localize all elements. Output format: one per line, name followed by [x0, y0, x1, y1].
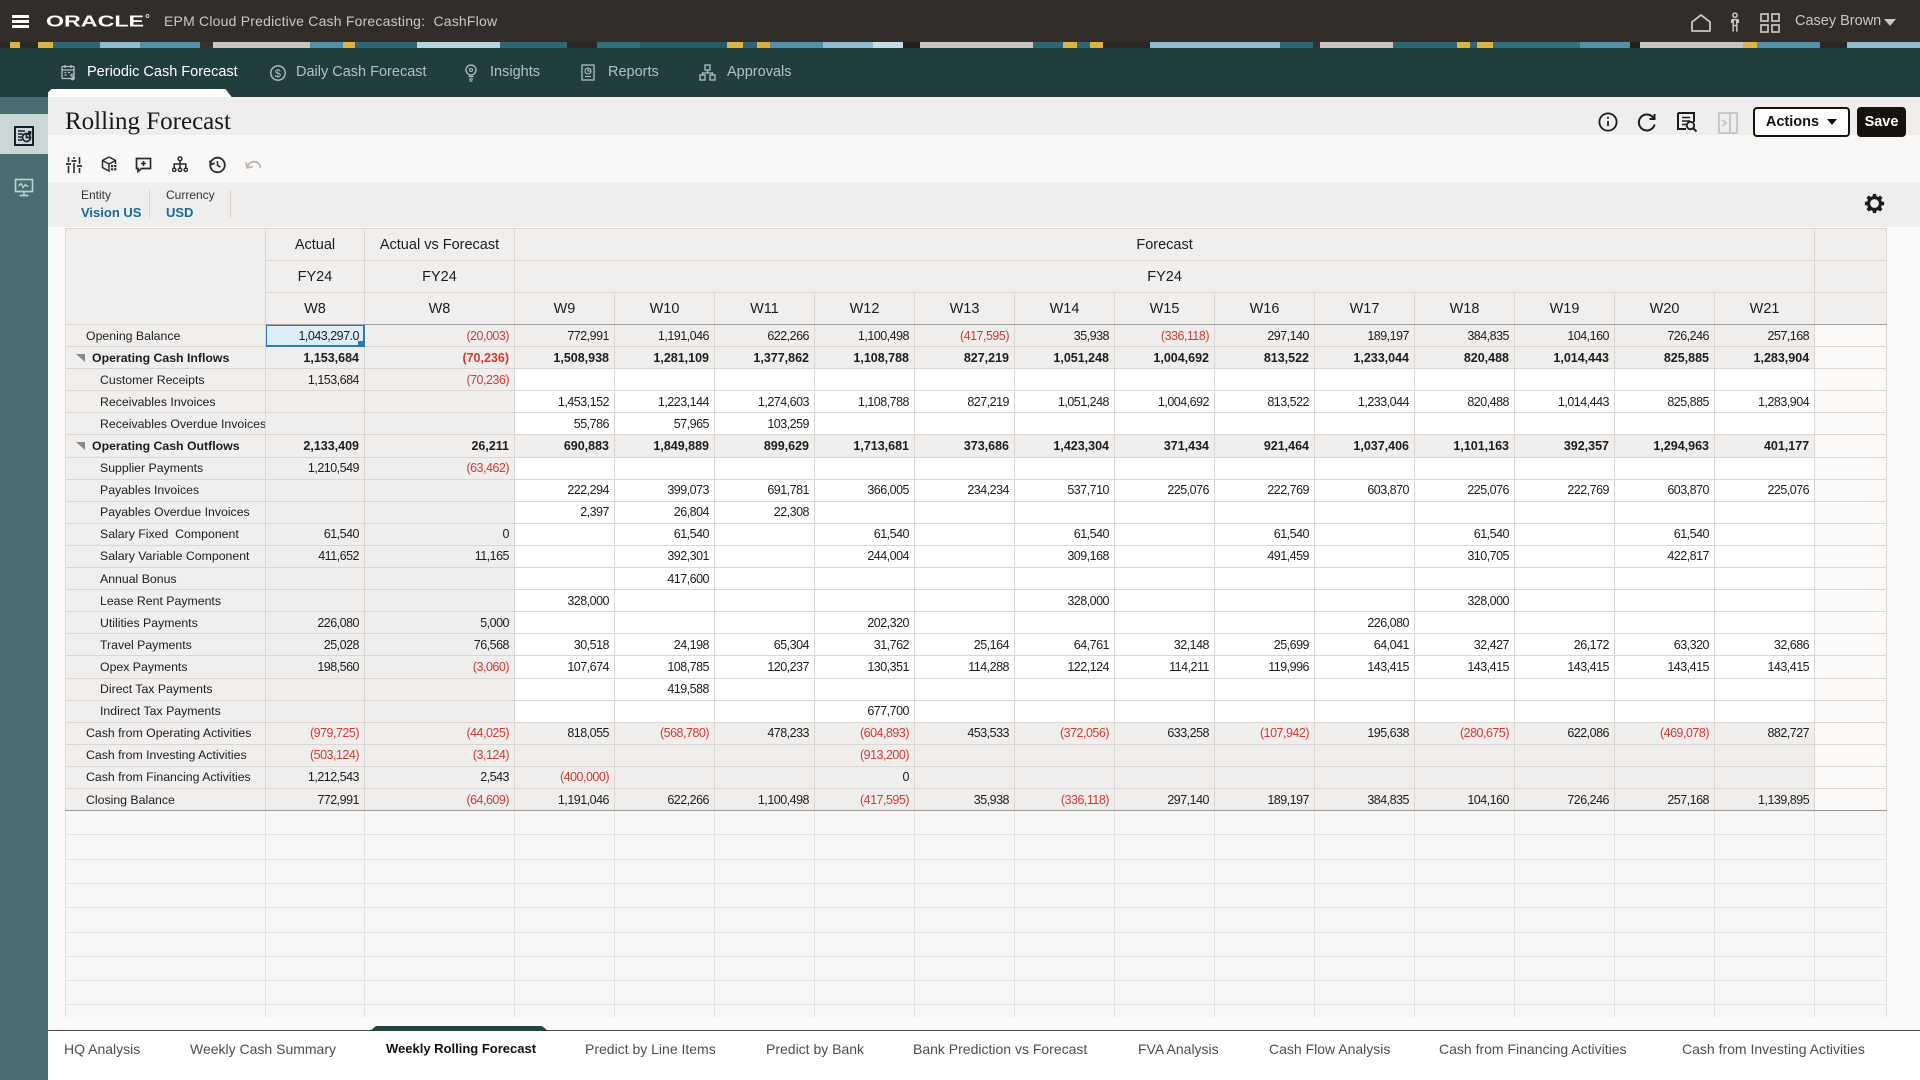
svg-text:$: $	[275, 68, 281, 80]
svg-text:ORACLE: ORACLE	[46, 14, 144, 31]
svg-text:$: $	[70, 72, 75, 81]
